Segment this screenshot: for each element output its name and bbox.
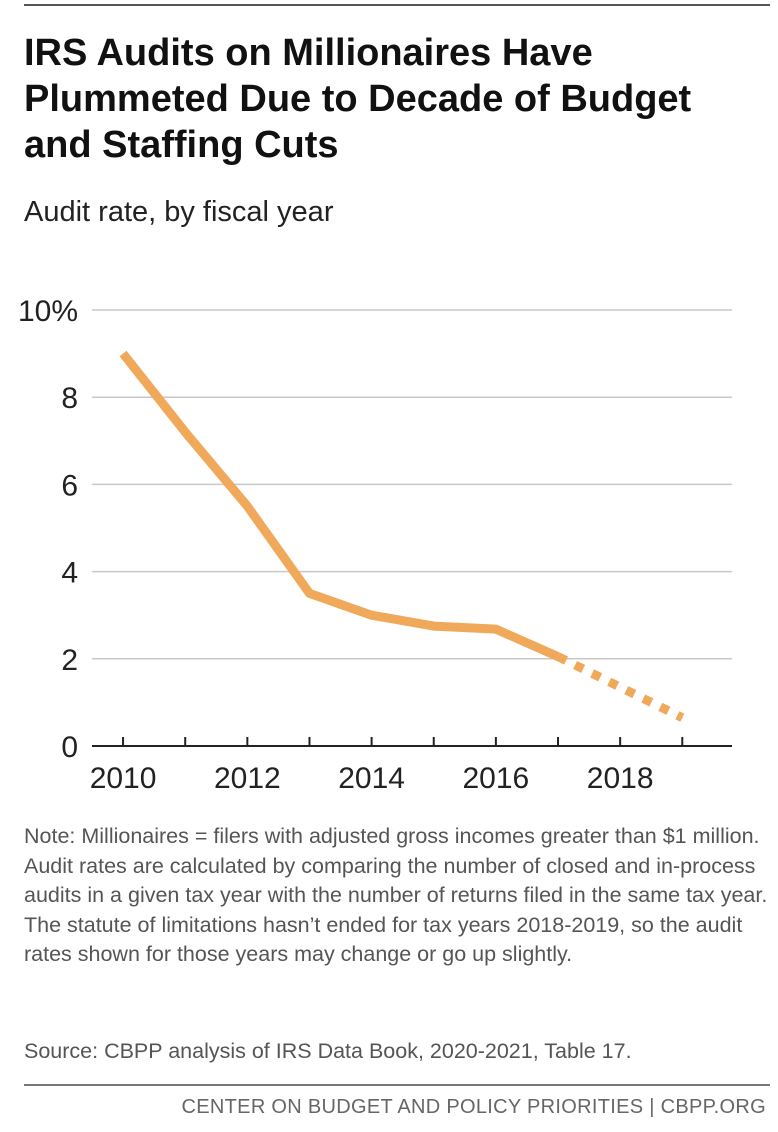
x-tick-label: 2010 xyxy=(90,762,157,795)
y-tick-label: 8 xyxy=(61,382,78,415)
x-tick-label: 2018 xyxy=(587,762,654,795)
data-point-2014 xyxy=(371,614,373,616)
data-point-2010 xyxy=(122,353,124,355)
x-tick-label: 2012 xyxy=(214,762,281,795)
chart-subtitle: Audit rate, by fiscal year xyxy=(24,196,334,228)
bottom-rule xyxy=(24,1084,770,1086)
data-point-2015 xyxy=(433,625,435,627)
x-tick-labels: 2010 2012 2014 2016 2018 xyxy=(90,762,654,795)
y-tick-label: 4 xyxy=(61,557,78,590)
line-chart: 0 2 4 6 8 10% 2010 2012 2014 2016 2018 xyxy=(18,295,732,795)
footer-credit: CENTER ON BUDGET AND POLICY PRIORITIES |… xyxy=(181,1096,766,1118)
x-tick-label: 2016 xyxy=(463,762,530,795)
data-point-2019 xyxy=(681,717,683,719)
y-tick-label: 2 xyxy=(61,644,78,677)
top-rule xyxy=(24,4,770,6)
x-axis xyxy=(92,737,732,747)
y-tick-labels: 0 2 4 6 8 10% xyxy=(18,295,78,764)
x-tick-label: 2014 xyxy=(338,762,405,795)
data-point-2012 xyxy=(246,505,248,507)
chart-source: Source: CBPP analysis of IRS Data Book, … xyxy=(24,1039,632,1063)
data-point-2018 xyxy=(619,686,621,688)
y-tick-label: 10% xyxy=(18,295,78,328)
data-point-2017 xyxy=(557,656,559,658)
gridlines xyxy=(92,309,732,660)
data-point-2016 xyxy=(495,628,497,630)
data-point-2013 xyxy=(308,592,310,594)
audit-rate-series xyxy=(119,350,685,722)
y-tick-label: 6 xyxy=(61,469,78,502)
series-line-projected xyxy=(556,652,685,722)
chart-note: Note: Millionaires = filers with adjuste… xyxy=(24,824,768,966)
data-point-2011 xyxy=(184,431,186,433)
chart-title: IRS Audits on Millionaires Have Plummete… xyxy=(24,32,692,166)
series-line-solid xyxy=(119,350,560,661)
y-tick-label: 0 xyxy=(61,731,78,764)
